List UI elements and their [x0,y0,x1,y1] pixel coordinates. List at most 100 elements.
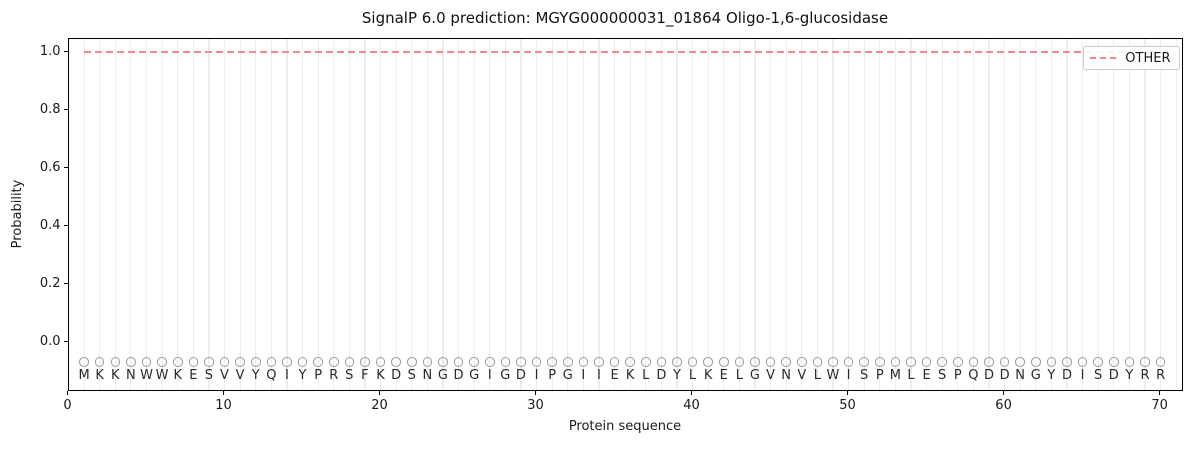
residue-marker-circle [952,357,963,367]
residue-letter: N [781,367,792,383]
residue-gridline [972,39,974,390]
residue-letter: K [111,367,120,383]
residue-letter: F [361,367,369,383]
residue-marker-circle [313,357,323,367]
x-axis-label: Protein sequence [568,419,682,434]
y-tick-label: 0.6 [39,160,61,176]
residue-gridline [957,39,959,390]
residue-gridline [364,39,366,390]
residue-marker-circle [687,357,698,367]
residue-gridline [457,39,460,390]
residue-letter: L [735,367,743,383]
y-tick-mark [63,167,68,169]
residue-letter: I [487,367,492,383]
residue-gridline [348,39,350,390]
x-tick-label: 50 [839,397,856,413]
residue-gridline [223,39,226,390]
residue-marker-circle [796,357,807,367]
residue-letter: I [1080,367,1085,383]
residue-marker-circle [906,357,916,367]
residue-marker-circle [937,357,947,367]
residue-marker-circle [172,357,183,367]
residue-letter: D [1108,367,1119,383]
x-tick-mark [1003,390,1005,395]
residue-gridline [1113,39,1115,390]
residue-letter: K [703,367,713,383]
residue-marker-circle [188,357,199,367]
residue-letter: L [642,367,650,383]
residue-gridline [738,39,740,390]
residue-gridline [177,39,179,390]
residue-gridline [676,39,678,390]
residue-gridline [754,39,756,390]
residue-letter: N [422,367,433,383]
residue-marker-circle [578,357,589,367]
residue-gridline [925,39,928,390]
residue-gridline [551,39,553,390]
residue-letter: E [922,367,931,383]
y-tick-label: 0.2 [39,276,61,292]
legend: OTHER [1083,46,1180,70]
x-tick-label: 40 [683,397,700,413]
residue-gridline [879,39,881,390]
residue-gridline [1128,39,1130,390]
residue-gridline [395,39,397,390]
residue-letter: W [140,367,153,383]
residue-gridline [847,39,850,390]
residue-marker-circle [297,357,308,367]
residue-letter: W [155,367,169,383]
residue-gridline [723,39,725,390]
residue-letter: K [95,367,104,383]
residue-letter: N [126,367,136,383]
residue-marker-circle [422,357,433,367]
residue-gridline [520,39,522,390]
residue-gridline [816,39,818,390]
residue-gridline [691,39,694,390]
residue-gridline [379,39,382,390]
residue-marker-circle [640,357,651,367]
residue-marker-circle [1062,357,1072,367]
residue-letter: I [846,367,851,383]
x-tick-mark [691,390,693,395]
residue-marker-circle [141,357,152,367]
residue-letter: G [562,367,573,383]
residue-marker-circle [157,357,167,367]
residue-gridline [613,39,616,390]
residue-marker-circle [1030,357,1041,367]
residue-marker-circle [1077,357,1088,367]
other-probability-line [84,51,1161,54]
residue-marker-circle [516,357,526,367]
residue-letter: I [581,367,586,383]
residue-marker-circle [859,357,869,367]
residue-letter: D [391,367,402,383]
residue-letter: S [407,367,416,383]
residue-marker-circle [531,357,542,367]
y-tick-label: 1.0 [39,43,61,59]
residue-marker-circle [625,357,635,367]
residue-gridline [504,39,506,390]
residue-marker-circle [250,357,261,367]
residue-marker-circle [1140,357,1150,367]
residue-letter: V [766,367,776,383]
residue-marker-circle [391,357,401,367]
residue-gridline [535,39,538,390]
residue-letter: G [1030,367,1041,383]
residue-marker-circle [812,357,823,367]
residue-marker-circle [94,357,105,367]
residue-letter: I [597,367,601,383]
y-tick-label: 0.8 [39,101,61,117]
residue-marker-circle [547,357,557,367]
residue-gridline [832,39,834,390]
residue-marker-circle [656,357,667,367]
residue-marker-circle [110,357,121,367]
residue-marker-circle [843,357,854,367]
residue-gridline [239,39,241,390]
residue-letter: G [749,367,760,383]
residue-letter: S [938,367,947,383]
residue-marker-circle [406,357,417,367]
residue-gridline [598,39,600,390]
residue-letter: E [610,367,619,383]
residue-letter: E [719,367,728,383]
